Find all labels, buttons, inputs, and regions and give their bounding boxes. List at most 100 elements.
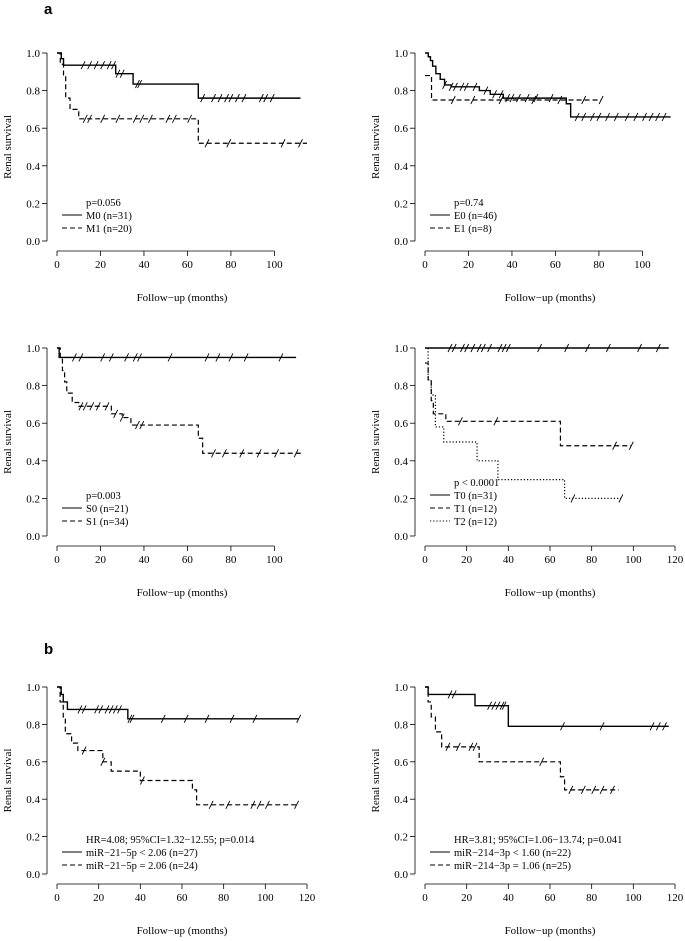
x-tick-label: 60 — [182, 259, 194, 271]
censor-mark — [71, 353, 77, 362]
x-tick-label: 20 — [95, 259, 107, 271]
y-tick-label: 0.0 — [26, 531, 40, 543]
censor-mark — [613, 112, 619, 122]
censor-mark — [464, 343, 470, 353]
y-tick-label: 0.6 — [26, 418, 40, 430]
plots-container: 0 20 40 60 80 100 0.0 0.2 0.4 0.6 0.8 1.0 Follow−up … — [2, 48, 684, 937]
censor-mark — [224, 93, 229, 103]
x-tick-label: 100 — [625, 554, 642, 566]
censor-mark — [524, 93, 530, 103]
censor-mark — [447, 343, 453, 353]
y-tick-label: 0.0 — [394, 531, 408, 543]
censor-mark — [229, 714, 235, 723]
censor-mark — [274, 449, 279, 458]
censor-mark — [132, 114, 138, 124]
censor-mark — [235, 93, 240, 103]
censor-mark — [252, 714, 258, 723]
x-tick-label: 20 — [93, 892, 105, 904]
censor-mark — [612, 441, 617, 450]
censor-mark — [263, 93, 269, 103]
x-tick-label: 100 — [257, 892, 274, 904]
y-tick-label: 0.2 — [394, 832, 408, 844]
censor-mark — [661, 112, 667, 122]
x-tick-label: 80 — [586, 554, 598, 566]
censor-mark — [648, 112, 654, 122]
y-tick-label: 0.4 — [394, 794, 408, 806]
censor-mark — [140, 776, 145, 785]
censor-mark — [505, 343, 511, 353]
censor-mark — [596, 112, 602, 122]
x-axis-title: Follow−up (months) — [137, 587, 228, 599]
legend-label: T0 (n=31) — [454, 491, 497, 502]
km-curve-dashed — [57, 347, 303, 454]
x-tick-label: 40 — [503, 892, 515, 904]
censor-mark — [460, 343, 465, 353]
censor-mark — [498, 95, 504, 105]
censor-mark — [557, 95, 563, 105]
x-tick-label: 0 — [422, 259, 428, 271]
censor-mark — [256, 800, 262, 810]
censor-mark — [537, 343, 542, 353]
censor-mark — [106, 61, 112, 70]
x-tick-label: 20 — [463, 259, 475, 271]
stat-annotation: p=0.056 — [86, 198, 121, 209]
x-axis-title: Follow−up (months) — [505, 587, 596, 599]
censor-mark — [487, 343, 492, 353]
y-axis-title: Renal survival — [370, 749, 382, 813]
x-tick-label: 40 — [506, 259, 518, 271]
censor-mark — [250, 800, 256, 810]
censor-mark — [204, 714, 210, 723]
y-tick-label: 0.4 — [26, 794, 40, 806]
censor-mark — [148, 114, 153, 124]
censor-mark — [135, 420, 140, 430]
y-tick-label: 0.6 — [394, 757, 408, 769]
km-curve-solid — [425, 52, 671, 118]
legend-label: M1 (n=20) — [86, 224, 132, 235]
censor-mark — [187, 114, 193, 124]
km-chart-3: 0 20 40 60 80 100 0.0 0.2 0.4 0.6 0.8 1.0 Follow−up … — [2, 343, 303, 599]
x-tick-label: 80 — [225, 554, 237, 566]
censor-mark — [77, 705, 83, 714]
legend-label: miR−21−5p = 2.06 (n=24) — [86, 861, 198, 872]
censor-mark — [662, 722, 667, 731]
censor-mark — [225, 800, 231, 810]
censor-mark — [124, 353, 129, 362]
censor-mark — [498, 90, 504, 99]
censor-mark — [211, 449, 216, 458]
y-tick-label: 0.0 — [394, 869, 408, 881]
censor-mark — [100, 757, 106, 767]
y-tick-label: 0.8 — [26, 719, 40, 731]
km-curve-solid — [57, 52, 301, 99]
censor-mark — [591, 785, 597, 795]
censor-mark — [167, 353, 173, 362]
x-tick-label: 120 — [299, 892, 316, 904]
censor-mark — [139, 420, 145, 430]
censor-mark — [624, 112, 630, 122]
stat-annotation: p < 0.0001 — [454, 478, 499, 489]
censor-mark — [298, 139, 303, 148]
km-chart-1: 0 20 40 60 80 100 0.0 0.2 0.4 0.6 0.8 1.0 Follow−up … — [2, 48, 307, 304]
y-tick-label: 1.0 — [394, 48, 408, 60]
censor-mark — [204, 353, 210, 362]
x-tick-label: 20 — [461, 554, 473, 566]
censor-mark — [139, 114, 145, 124]
censor-mark — [605, 343, 611, 353]
censor-mark — [115, 114, 121, 124]
censor-mark — [574, 112, 580, 122]
censor-mark — [87, 114, 93, 124]
censor-mark — [228, 353, 234, 362]
y-tick-label: 0.8 — [394, 86, 408, 98]
censor-mark — [108, 705, 114, 714]
x-tick-label: 60 — [545, 892, 557, 904]
censor-mark — [208, 800, 214, 810]
x-tick-label: 120 — [667, 892, 684, 904]
legend-label: S0 (n=21) — [86, 504, 129, 515]
legend-label: miR−214−3p = 1.06 (n=25) — [454, 861, 572, 872]
y-axis-title: Renal survival — [370, 410, 382, 474]
censor-mark — [294, 800, 299, 810]
censor-mark — [117, 705, 122, 714]
x-tick-label: 100 — [625, 892, 642, 904]
censor-mark — [82, 402, 88, 411]
censor-mark — [447, 690, 453, 699]
x-tick-label: 40 — [138, 554, 150, 566]
